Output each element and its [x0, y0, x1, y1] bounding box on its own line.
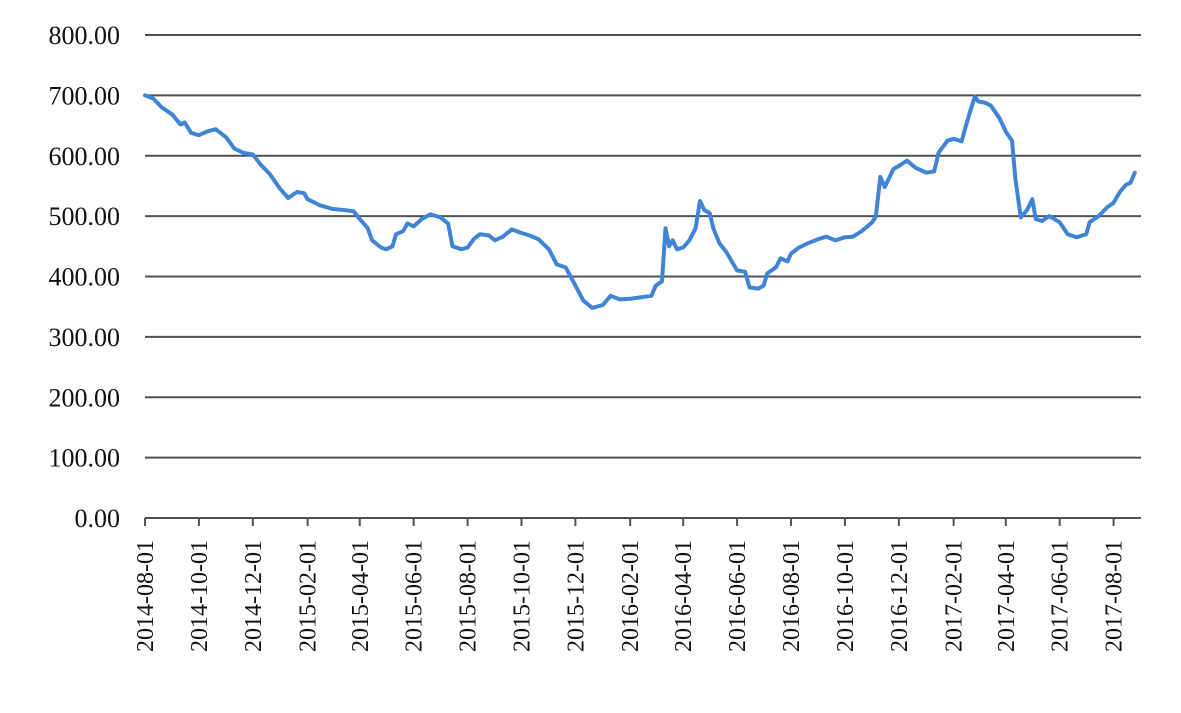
x-tick-label: 2015-02-01: [296, 540, 322, 652]
x-axis: 2014-08-01 2014-10-01 2014-12-01 2015-02-01…: [133, 517, 1141, 652]
y-tick-label: 500.00: [49, 202, 121, 231]
gridlines: [145, 34, 1141, 459]
x-tick-label: 2015-10-01: [509, 540, 535, 652]
series-layer: [143, 93, 1137, 310]
x-tick-label: 2016-04-01: [671, 540, 697, 652]
y-tick-label: 700.00: [49, 81, 121, 110]
y-tick-label: 600.00: [49, 142, 121, 171]
x-tick-label: 2014-08-01: [133, 540, 159, 652]
series-line: [143, 93, 1137, 310]
y-tick-label: 400.00: [49, 263, 121, 292]
x-tick-label: 2017-02-01: [942, 540, 968, 652]
y-tick-label: 300.00: [49, 323, 121, 352]
y-tick-label: 800.00: [49, 21, 121, 50]
x-tick-label: 2017-06-01: [1048, 540, 1074, 652]
x-tick-label: 2017-08-01: [1102, 540, 1128, 652]
x-tick-label: 2016-02-01: [618, 540, 644, 652]
x-tick-label: 2016-12-01: [887, 540, 913, 652]
x-tick-label: 2015-04-01: [348, 540, 374, 652]
y-tick-label: 100.00: [49, 444, 121, 473]
x-tick-label: 2017-04-01: [994, 540, 1020, 652]
y-tick-label: 0.00: [75, 504, 121, 533]
x-tick-label: 2016-06-01: [725, 540, 751, 652]
x-tick-label: 2014-10-01: [187, 540, 213, 652]
y-axis-labels: 0.00 100.00 200.00 300.00 400.00 500.00 600.00…: [49, 21, 121, 533]
y-tick-label: 200.00: [49, 383, 121, 412]
x-tick-label: 2014-12-01: [241, 540, 267, 652]
x-tick-label: 2015-06-01: [402, 540, 428, 652]
x-tick-label: 2016-08-01: [779, 540, 805, 652]
x-tick-label: 2015-12-01: [563, 540, 589, 652]
x-tick-label: 2015-08-01: [456, 540, 482, 652]
x-tick-label: 2016-10-01: [833, 540, 859, 652]
